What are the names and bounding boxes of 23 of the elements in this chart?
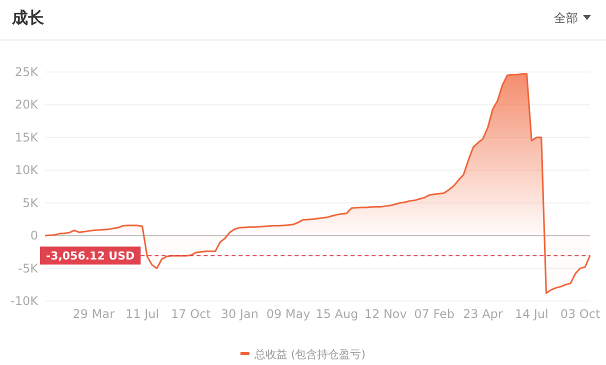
y-tick-label: -5K — [18, 261, 40, 276]
chart-title: 成长 — [11, 8, 45, 27]
y-tick-label: 10K — [14, 163, 40, 178]
ref-line-label: -3,056.12 USD — [46, 250, 135, 263]
x-tick-label: 11 Jul — [126, 307, 160, 321]
x-tick-label: 17 Oct — [171, 307, 212, 321]
y-tick-label: 15K — [14, 130, 40, 144]
y-tick-label: -10K — [10, 294, 40, 308]
y-tick-label: 20K — [14, 98, 40, 112]
x-tick-label: 30 Jan — [220, 307, 258, 321]
x-tick-label: 23 Apr — [463, 307, 503, 321]
x-tick-label: 07 Feb — [414, 307, 454, 321]
legend-label: 总收益 (包含持仓盈亏) — [253, 348, 366, 361]
x-tick-label: 29 Mar — [72, 307, 115, 321]
x-tick-label: 03 Oct — [560, 307, 600, 321]
y-tick-label: 25K — [14, 65, 40, 79]
x-tick-label: 12 Nov — [364, 307, 407, 321]
x-tick-label: 14 Jul — [514, 307, 548, 321]
x-tick-label: 15 Aug — [316, 307, 358, 321]
text: 全部 — [554, 11, 578, 25]
y-tick-label: 5K — [22, 196, 40, 210]
y-tick-label: 0 — [30, 228, 38, 243]
x-tick-label: 09 May — [266, 307, 310, 321]
